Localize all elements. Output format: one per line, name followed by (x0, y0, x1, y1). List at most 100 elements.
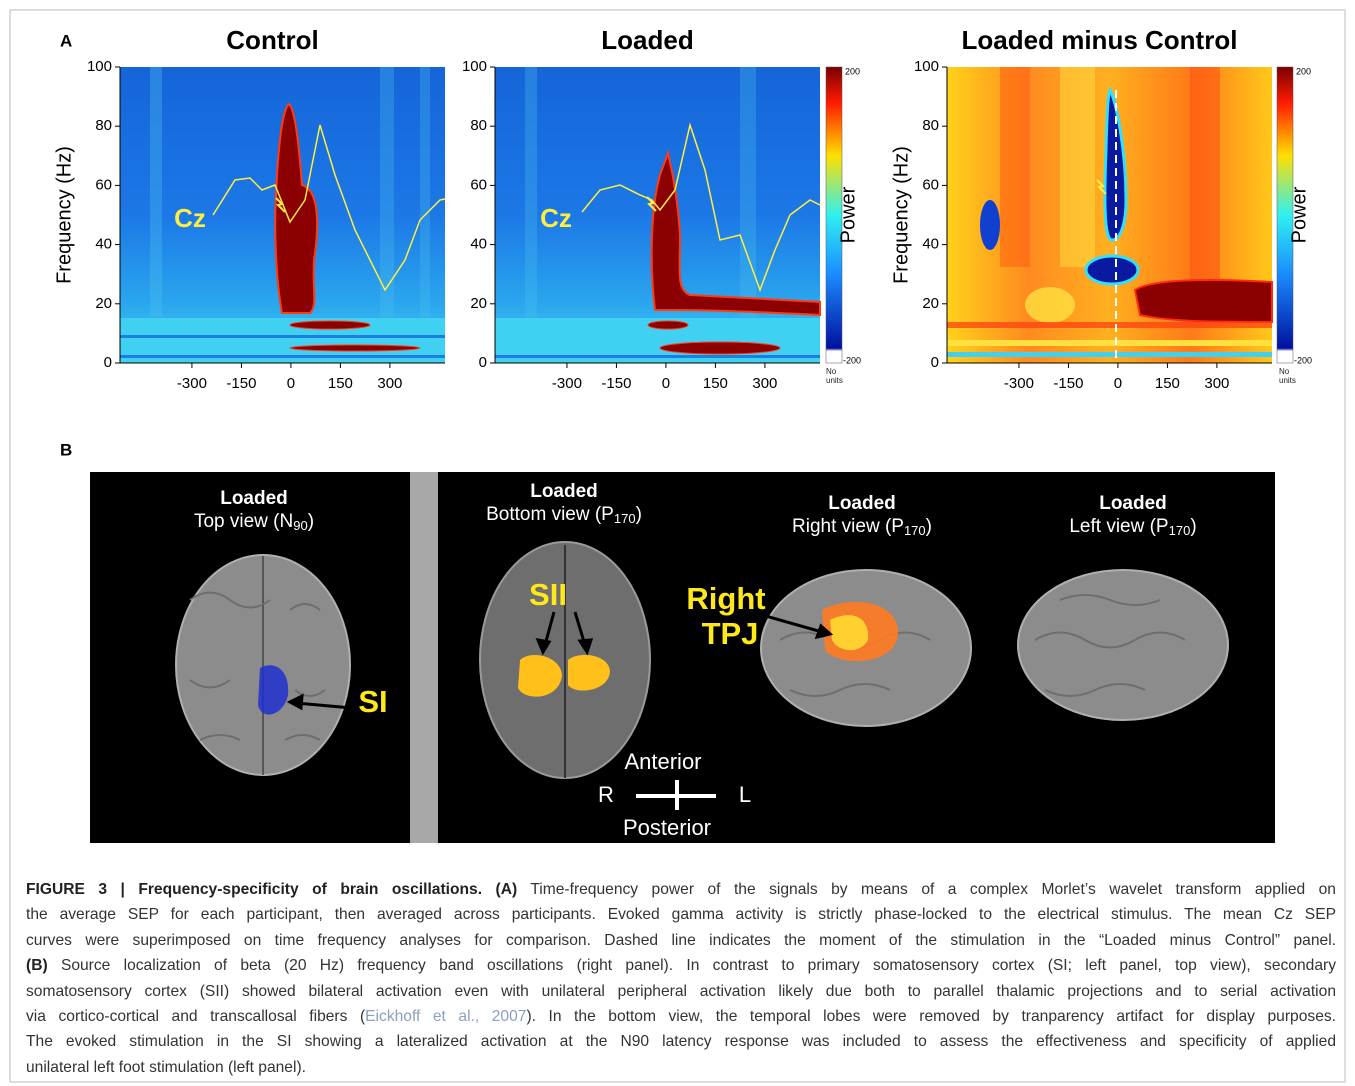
electrode-label: Cz (174, 203, 206, 233)
heatmap-loaded (495, 67, 821, 363)
x-tick-label: -150 (226, 375, 256, 392)
y-tick-label: 0 (931, 354, 939, 371)
view-subscript: 90 (293, 518, 307, 533)
plot-title: Control (226, 25, 318, 55)
y-tick-label: 80 (922, 117, 939, 134)
citation-link[interactable]: Eickhoff et al., 2007 (365, 1008, 527, 1026)
view-name: Bottom view (P (486, 504, 614, 525)
y-axis-label: Frequency (Hz) (890, 146, 912, 284)
colorbar-min: -200 (1294, 355, 1312, 365)
figure-border (9, 9, 1346, 1083)
caption-part: (A) (495, 881, 518, 898)
x-tick-label: 300 (752, 375, 777, 392)
y-tick-label: 40 (922, 236, 939, 253)
plot-title: Loaded (601, 25, 693, 55)
y-tick-label: 0 (479, 354, 487, 371)
x-tick-label: -150 (1053, 375, 1083, 392)
view-end: ) (636, 504, 642, 525)
caption: FIGURE 3 | Frequency-specificity of brai… (26, 877, 1336, 1080)
x-tick-label: 0 (287, 375, 295, 392)
view-subscript: 170 (614, 511, 636, 526)
panel-label: B (60, 440, 72, 459)
caption-title: FIGURE 3 | Frequency-specificity of brai… (26, 881, 483, 898)
annotation-sii: SII (529, 577, 567, 612)
y-tick-label: 40 (470, 236, 487, 253)
view-title: Loaded (828, 493, 896, 514)
arrows (286, 611, 834, 711)
caption-text: curves were superimposed on time frequen… (26, 931, 1336, 949)
caption-text: Source localization of beta (20 Hz) freq… (60, 957, 1336, 975)
view-title: Loaded (530, 481, 598, 502)
y-tick-label: 20 (95, 295, 112, 312)
view-title: Loaded (220, 488, 288, 509)
orientation-label: Anterior (624, 749, 701, 774)
x-tick-label: -300 (177, 375, 207, 392)
colorbar (825, 66, 843, 364)
x-tick-label: 150 (703, 375, 728, 392)
colorbar-max: 200 (845, 66, 860, 76)
y-tick-label: 80 (95, 117, 112, 134)
y-tick-label: 60 (922, 176, 939, 193)
view-name: Left view (P (1069, 516, 1168, 537)
x-tick-label: -150 (601, 375, 631, 392)
y-tick-label: 60 (95, 176, 112, 193)
caption-part: (B) (26, 957, 48, 975)
colorbar-label: Power (1288, 186, 1310, 243)
x-tick-label: 300 (377, 375, 402, 392)
orientation-label: L (739, 782, 751, 807)
heatmap-difference (947, 67, 1273, 363)
annotation-tpj: Right (686, 581, 765, 616)
colorbar-unit: No units (1279, 367, 1296, 385)
annotation-tpj: TPJ (702, 616, 759, 651)
x-tick-label: -300 (1004, 375, 1034, 392)
x-tick-label: 150 (328, 375, 353, 392)
y-tick-label: 80 (470, 117, 487, 134)
annotation-si: SI (358, 684, 387, 719)
plot-title: Loaded minus Control (962, 25, 1238, 55)
view-end: ) (926, 516, 932, 537)
caption-text: ). In the bottom view, the temporal lobe… (526, 1008, 1336, 1026)
brains (175, 541, 1229, 779)
view-subtitle: Left view (P170) (1069, 516, 1196, 538)
y-tick-label: 20 (922, 295, 939, 312)
view-subscript: 170 (904, 523, 926, 538)
view-subtitle: Top view (N90) (194, 511, 314, 533)
view-name: Right view (P (792, 516, 904, 537)
view-title: Loaded (1099, 493, 1167, 514)
y-tick-label: 100 (462, 58, 487, 75)
caption-text: somatosensory cortex (SII) showed bilate… (26, 982, 1336, 1000)
x-tick-label: 150 (1155, 375, 1180, 392)
orientation-label: Posterior (623, 815, 711, 840)
colorbar-label: Power (837, 186, 859, 243)
x-tick-label: 0 (1114, 375, 1122, 392)
y-axis-label: Frequency (Hz) (53, 146, 75, 284)
electrode-label: Cz (540, 203, 572, 233)
caption-text: the average SEP for each participant, th… (26, 906, 1336, 924)
y-tick-label: 0 (104, 354, 112, 371)
y-tick-label: 100 (914, 58, 939, 75)
caption-text: unilateral left foot stimulation (left p… (26, 1058, 306, 1076)
colorbar (1276, 66, 1294, 364)
colorbar-min: -200 (843, 355, 861, 365)
panel-label: A (60, 31, 72, 50)
heatmap-control (120, 67, 446, 363)
x-tick-label: -300 (552, 375, 582, 392)
x-tick-label: 300 (1204, 375, 1229, 392)
view-end: ) (1190, 516, 1196, 537)
view-subtitle: Right view (P170) (792, 516, 932, 538)
y-tick-label: 100 (87, 58, 112, 75)
y-tick-label: 60 (470, 176, 487, 193)
view-subscript: 170 (1169, 523, 1191, 538)
caption-text: Time-frequency power of the signals by m… (530, 881, 1336, 898)
y-tick-label: 20 (470, 295, 487, 312)
view-subtitle: Bottom view (P170) (486, 504, 642, 526)
colorbar-unit: No units (826, 367, 843, 385)
view-name: Top view (N (194, 511, 293, 532)
caption-text: via cortico-cortical and transcallosal f… (26, 1008, 366, 1026)
x-tick-label: 0 (662, 375, 670, 392)
caption-text: The evoked stimulation in the SI showing… (26, 1033, 1336, 1051)
separator (410, 472, 438, 843)
colorbar-max: 200 (1296, 66, 1311, 76)
